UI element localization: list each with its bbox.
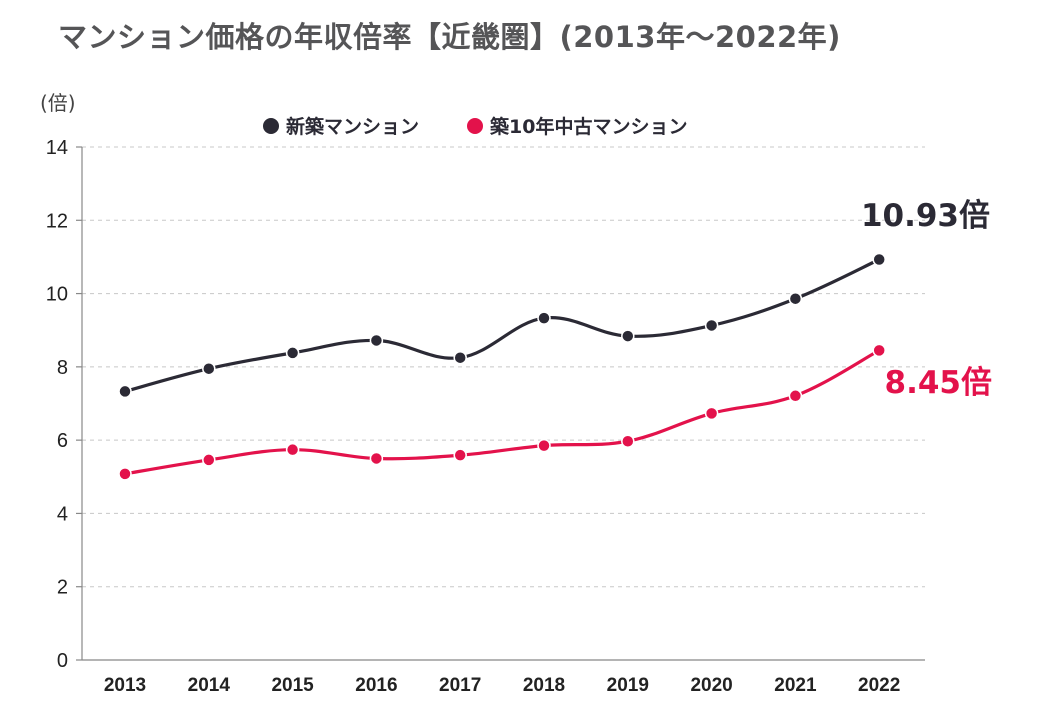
- series-line-used-10yr: [123, 348, 881, 476]
- data-point-used-10yr-2016: [369, 451, 384, 466]
- end-label-new-build: 10.93倍: [861, 198, 990, 234]
- y-tick-label-2: 2: [57, 577, 68, 599]
- legend: 新築マンション 築10年中古マンション: [263, 115, 687, 138]
- data-point-used-10yr-2019: [621, 434, 635, 448]
- y-tick-label-4: 4: [57, 503, 68, 525]
- legend-marker-new: [263, 118, 279, 134]
- x-tick-label-2013: 2013: [104, 675, 146, 696]
- series-line-new-build: [123, 257, 881, 394]
- data-point-used-10yr-2018: [537, 438, 551, 453]
- end-labels: 10.93倍 8.45倍: [861, 198, 992, 401]
- y-tick-label-12: 12: [46, 210, 68, 232]
- data-point-new-build-2022: [872, 252, 886, 267]
- chart-title: マンション価格の年収倍率【近畿圏】(2013年～2022年): [58, 20, 841, 54]
- x-tick-label-2017: 2017: [439, 675, 481, 696]
- data-point-used-10yr-2014: [202, 453, 216, 467]
- series: [118, 252, 886, 481]
- y-tick-label-6: 6: [57, 430, 68, 452]
- x-tick-label-2014: 2014: [188, 675, 231, 696]
- data-point-new-build-2020: [704, 318, 719, 333]
- legend-label-used: 築10年中古マンション: [489, 115, 687, 138]
- data-point-new-build-2015: [285, 346, 300, 360]
- end-label-used-10yr: 8.45倍: [885, 365, 993, 401]
- data-point-used-10yr-2017: [453, 448, 467, 462]
- data-point-used-10yr-2015: [285, 442, 300, 457]
- data-point-new-build-2014: [202, 361, 216, 376]
- y-tick-label-14: 14: [46, 137, 68, 159]
- data-point-new-build-2013: [118, 384, 132, 399]
- data-point-new-build-2019: [621, 329, 635, 343]
- data-point-used-10yr-2022: [872, 343, 886, 358]
- x-tick-label-2020: 2020: [690, 675, 732, 696]
- x-tick-label-2015: 2015: [271, 675, 314, 696]
- y-tick-label-10: 10: [46, 284, 68, 306]
- x-tick-label-2019: 2019: [607, 675, 649, 696]
- x-tick-label-2018: 2018: [523, 675, 565, 696]
- x-tick-label-2022: 2022: [858, 675, 900, 696]
- x-tick-label-2021: 2021: [774, 675, 817, 696]
- data-point-new-build-2018: [537, 311, 551, 325]
- data-point-used-10yr-2021: [788, 389, 803, 403]
- data-point-used-10yr-2020: [704, 406, 719, 421]
- y-tick-label-8: 8: [57, 357, 68, 379]
- data-point-new-build-2016: [369, 333, 384, 348]
- x-tick-label-2016: 2016: [355, 675, 397, 696]
- y-tick-label-0: 0: [57, 650, 68, 672]
- data-point-new-build-2021: [788, 291, 803, 306]
- data-point-new-build-2017: [453, 350, 467, 365]
- axes: 0 2 4 6 8 10 12 14 2013 2014 2015 2016 2017 2018 2019 2…: [46, 137, 925, 696]
- data-point-used-10yr-2013: [118, 467, 132, 481]
- legend-label-new: 新築マンション: [286, 115, 419, 138]
- legend-marker-used: [467, 118, 483, 134]
- y-axis-unit-label: (倍): [40, 91, 76, 115]
